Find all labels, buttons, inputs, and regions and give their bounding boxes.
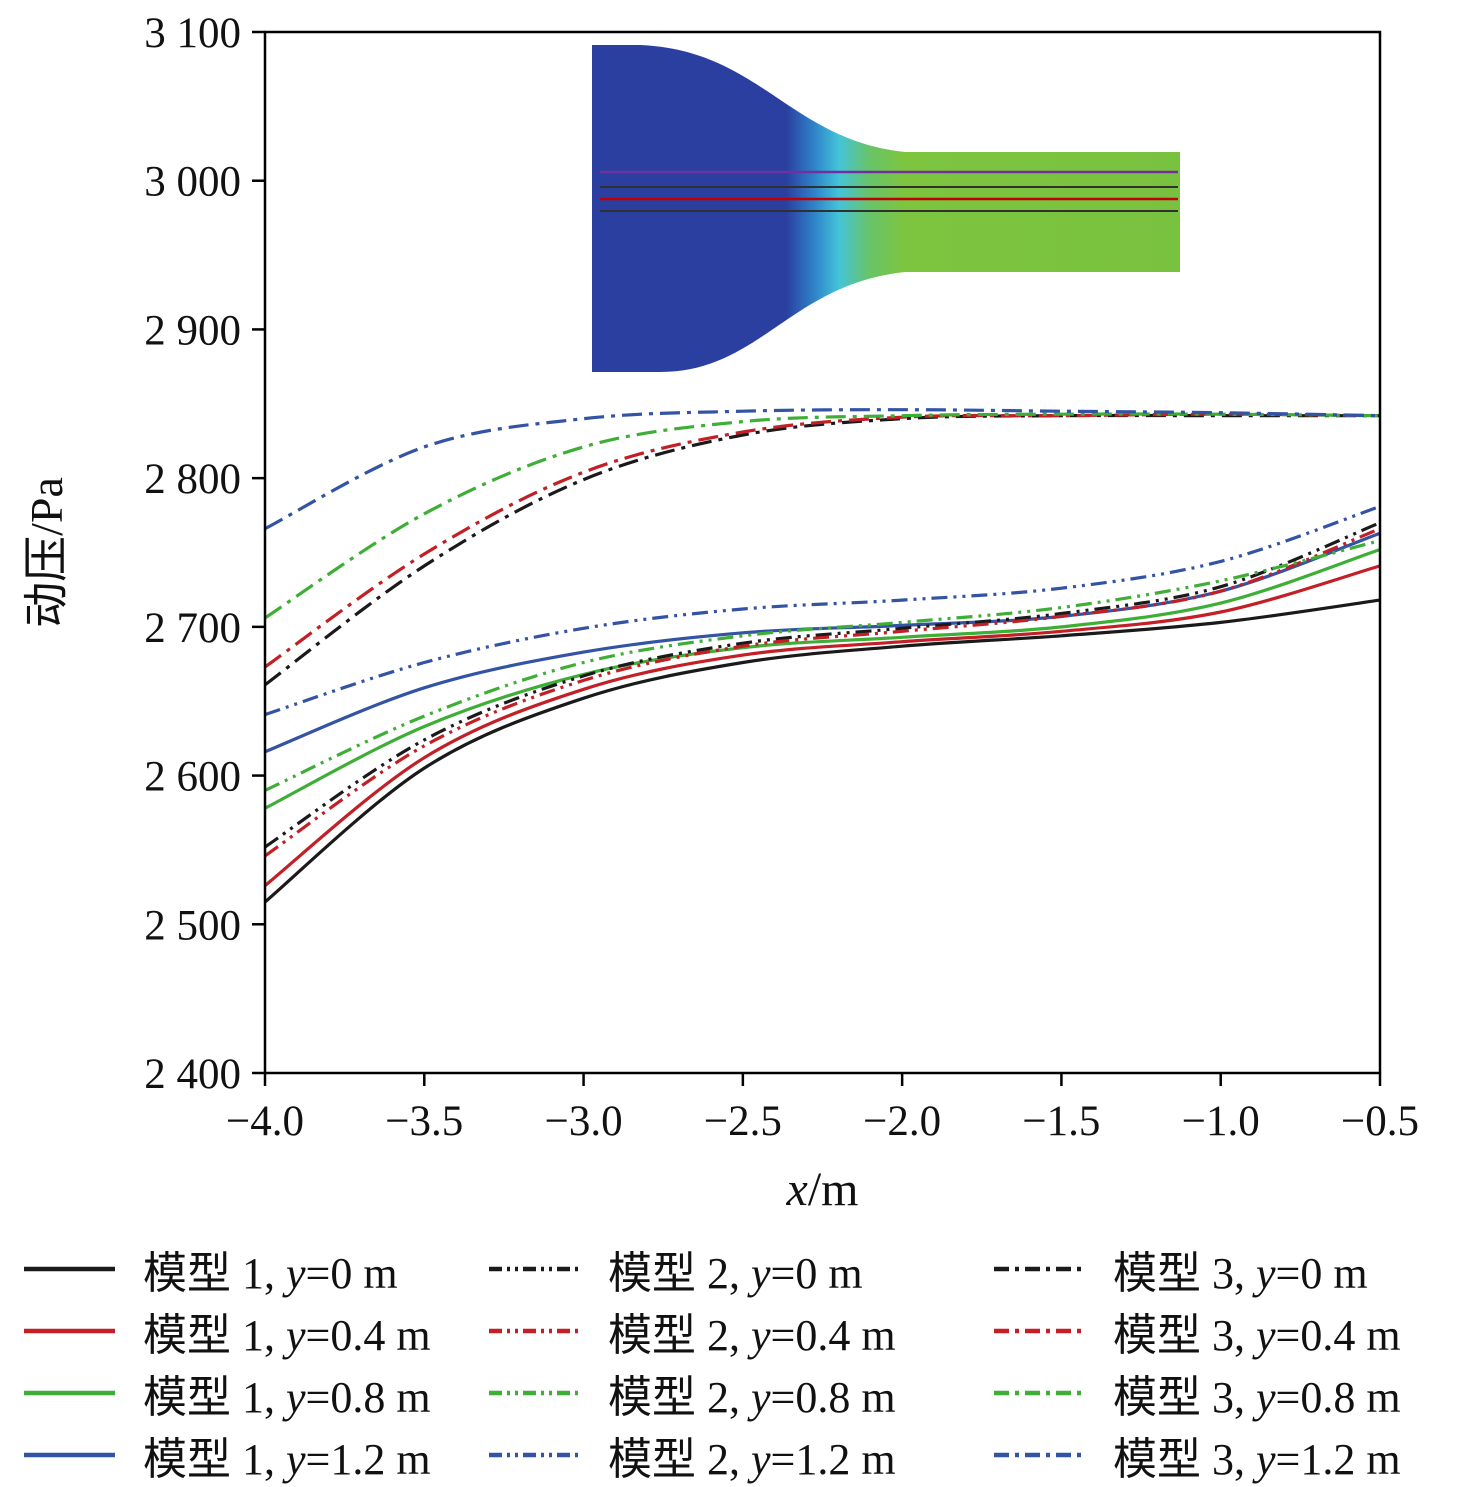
y-tick-label: 2 900 <box>144 307 241 354</box>
x-tick-label: −1.5 <box>1022 1098 1100 1145</box>
series-line <box>264 412 1381 620</box>
series-line <box>264 521 1381 849</box>
x-tick-label: −1.0 <box>1182 1098 1260 1145</box>
legend-item: 模型 2, y=0.4 m <box>487 1299 992 1363</box>
legend-label: 模型 1, y=0.4 m <box>143 1311 431 1360</box>
y-tick-label: 2 400 <box>144 1051 241 1098</box>
series-line <box>264 539 1381 792</box>
legend-line-sample <box>489 1452 580 1458</box>
x-tick-label: −3.5 <box>385 1098 463 1145</box>
legend-item: 模型 2, y=0 m <box>487 1237 992 1301</box>
legend-label: 模型 3, y=0.8 m <box>1113 1373 1401 1422</box>
x-tick-label: −4.0 <box>226 1098 304 1145</box>
series-line <box>263 598 1381 904</box>
legend-label: 模型 2, y=0.8 m <box>608 1373 896 1422</box>
x-axis-label: x/m <box>786 1163 859 1216</box>
y-axis-label: 动压/Pa <box>21 477 72 628</box>
series-line <box>263 564 1381 887</box>
x-tick-label: −3.0 <box>545 1098 623 1145</box>
chart-plot: 2 400 2 500 2 600 2 700 2 800 2 900 3 000 3 100… <box>21 10 1419 1216</box>
series-line <box>264 504 1381 717</box>
legend-item: 模型 1, y=0.4 m <box>22 1299 487 1363</box>
legend-line-sample <box>24 1452 115 1458</box>
legend-item: 模型 1, y=0 m <box>22 1237 487 1301</box>
legend-label: 模型 3, y=1.2 m <box>1113 1435 1401 1484</box>
y-tick-label: 3 100 <box>144 10 241 57</box>
legend-label: 模型 1, y=0.8 m <box>143 1373 431 1422</box>
legend-item: 模型 3, y=1.2 m <box>992 1423 1466 1487</box>
y-tick-label: 2 500 <box>144 902 241 949</box>
legend-item: 模型 2, y=1.2 m <box>487 1423 992 1487</box>
legend-item: 模型 3, y=0 m <box>992 1237 1466 1301</box>
legend-line-sample <box>994 1390 1085 1396</box>
contour-inset <box>592 45 1180 372</box>
legend-item: 模型 2, y=0.8 m <box>487 1361 992 1425</box>
series-line <box>264 547 1381 810</box>
legend-label: 模型 1, y=1.2 m <box>143 1435 431 1484</box>
legend-label: 模型 3, y=0.4 m <box>1113 1311 1401 1360</box>
series-curves <box>263 408 1381 904</box>
legend-line-sample <box>489 1266 580 1272</box>
series-line <box>264 408 1381 531</box>
legend-label: 模型 2, y=1.2 m <box>608 1435 896 1484</box>
legend-item: 模型 1, y=1.2 m <box>22 1423 487 1487</box>
legend-line-sample <box>994 1266 1085 1272</box>
legend-label: 模型 2, y=0 m <box>608 1249 863 1298</box>
legend-line-sample <box>489 1390 580 1396</box>
x-tick-label: −2.5 <box>704 1098 782 1145</box>
legend-label: 模型 3, y=0 m <box>1113 1249 1368 1298</box>
legend-line-sample <box>24 1328 115 1334</box>
chart-legend: 模型 1, y=0 m 模型 1, y=0.4 m 模型 1, y=0.8 m 模型 … <box>22 1238 1466 1486</box>
legend-label: 模型 2, y=0.4 m <box>608 1311 896 1360</box>
y-tick-label: 2 700 <box>144 605 241 652</box>
legend-line-sample <box>994 1328 1085 1334</box>
x-tick-label: −2.0 <box>863 1098 941 1145</box>
legend-line-sample <box>24 1390 115 1396</box>
legend-line-sample <box>24 1266 115 1272</box>
y-tick-label: 3 000 <box>144 159 241 206</box>
plot-box <box>263 30 1382 1075</box>
nozzle-contour <box>592 45 1180 372</box>
legend-item: 模型 3, y=0.8 m <box>992 1361 1466 1425</box>
legend-item: 模型 1, y=0.8 m <box>22 1361 487 1425</box>
legend-line-sample <box>994 1452 1085 1458</box>
y-tick-label: 2 600 <box>144 754 241 801</box>
series-line <box>264 527 1381 858</box>
legend-line-sample <box>489 1328 580 1334</box>
y-tick-label: 2 800 <box>144 456 241 503</box>
x-tick-label: −0.5 <box>1341 1098 1419 1145</box>
legend-label: 模型 1, y=0 m <box>143 1249 398 1298</box>
legend-item: 模型 3, y=0.4 m <box>992 1299 1466 1363</box>
